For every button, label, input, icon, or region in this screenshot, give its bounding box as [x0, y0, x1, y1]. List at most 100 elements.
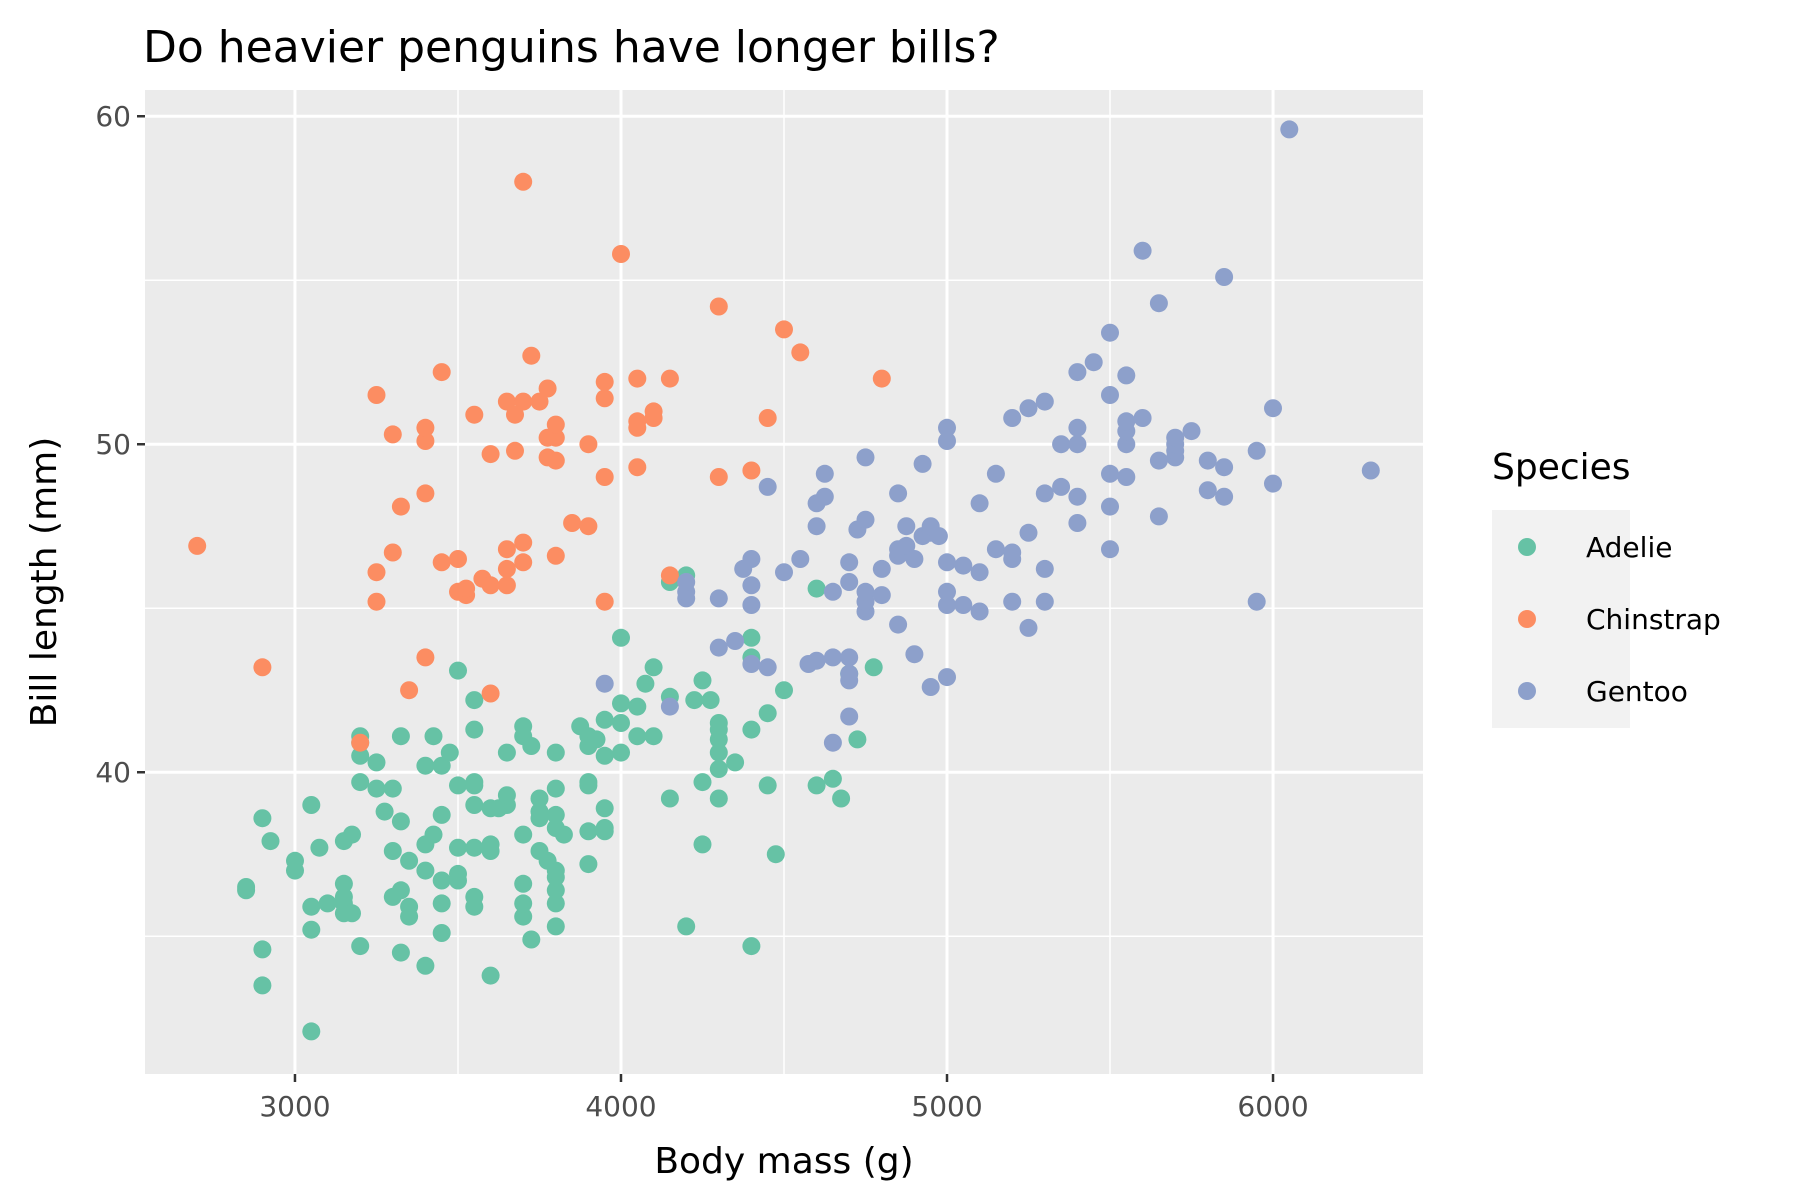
- point-chinstrap: [351, 733, 370, 752]
- point-gentoo: [970, 494, 989, 513]
- point-chinstrap: [497, 392, 516, 411]
- point-chinstrap: [514, 533, 533, 552]
- point-gentoo: [1215, 268, 1234, 286]
- point-adelie: [546, 861, 565, 880]
- point-gentoo: [677, 573, 696, 591]
- point-adelie: [709, 760, 728, 778]
- point-chinstrap: [367, 563, 386, 582]
- point-gentoo: [1101, 323, 1119, 342]
- point-adelie: [286, 851, 304, 870]
- point-chinstrap: [563, 514, 582, 532]
- point-adelie: [383, 842, 402, 860]
- point-gentoo: [1247, 441, 1266, 460]
- point-gentoo: [742, 655, 761, 673]
- point-adelie: [375, 802, 394, 821]
- point-chinstrap: [595, 468, 614, 486]
- point-gentoo: [1019, 399, 1038, 418]
- point-gentoo: [758, 477, 777, 496]
- point-gentoo: [1117, 468, 1136, 486]
- point-gentoo: [742, 596, 761, 614]
- point-adelie: [832, 789, 851, 808]
- point-chinstrap: [383, 543, 402, 562]
- point-adelie: [595, 819, 614, 837]
- point-gentoo: [1182, 422, 1201, 441]
- point-gentoo: [791, 550, 810, 568]
- point-adelie: [391, 881, 410, 900]
- point-adelie: [587, 730, 606, 749]
- data-points: [188, 120, 1380, 1041]
- point-adelie: [693, 773, 712, 792]
- point-adelie: [449, 838, 467, 857]
- point-gentoo: [872, 559, 891, 578]
- point-gentoo: [1361, 461, 1380, 480]
- point-adelie: [449, 661, 467, 680]
- point-gentoo: [1068, 514, 1087, 532]
- point-adelie: [351, 937, 370, 956]
- point-chinstrap: [367, 386, 386, 404]
- legend-label-gentoo: Gentoo: [1586, 675, 1688, 708]
- chart-title: Do heavier penguins have longer bills?: [143, 22, 1000, 73]
- point-adelie: [465, 773, 484, 792]
- point-gentoo: [742, 576, 761, 595]
- point-chinstrap: [514, 392, 533, 411]
- point-chinstrap: [546, 415, 565, 434]
- point-chinstrap: [709, 468, 728, 486]
- point-gentoo: [1035, 592, 1054, 611]
- point-chinstrap: [628, 458, 647, 477]
- point-chinstrap: [742, 461, 761, 480]
- point-chinstrap: [481, 576, 500, 595]
- point-adelie: [766, 845, 785, 864]
- point-gentoo: [856, 510, 875, 529]
- point-gentoo: [929, 527, 948, 546]
- x-tick-label: 3000: [259, 1090, 330, 1123]
- point-adelie: [432, 805, 451, 824]
- point-adelie: [367, 753, 386, 772]
- point-adelie: [432, 756, 451, 775]
- point-adelie: [595, 710, 614, 729]
- point-gentoo: [913, 454, 932, 473]
- x-tick-label: 4000: [585, 1090, 656, 1123]
- point-gentoo: [1068, 435, 1087, 454]
- point-adelie: [465, 838, 484, 857]
- point-gentoo: [823, 648, 842, 667]
- point-adelie: [628, 697, 647, 716]
- point-gentoo: [1149, 294, 1168, 313]
- point-chinstrap: [775, 320, 793, 339]
- point-gentoo: [970, 602, 989, 621]
- point-adelie: [612, 628, 630, 647]
- point-gentoo: [1149, 451, 1168, 470]
- point-adelie: [400, 897, 419, 916]
- point-adelie: [775, 681, 793, 700]
- point-gentoo: [905, 645, 924, 664]
- point-adelie: [261, 832, 280, 851]
- point-adelie: [481, 966, 500, 985]
- point-chinstrap: [660, 566, 679, 585]
- point-adelie: [677, 917, 696, 936]
- point-chinstrap: [522, 346, 541, 365]
- point-gentoo: [758, 658, 777, 677]
- point-adelie: [530, 789, 549, 808]
- point-gentoo: [1198, 451, 1217, 470]
- point-adelie: [709, 714, 728, 732]
- point-gentoo: [1052, 435, 1071, 454]
- point-gentoo: [905, 550, 924, 568]
- point-gentoo: [595, 674, 614, 693]
- point-gentoo: [938, 582, 956, 601]
- point-gentoo: [1247, 592, 1266, 611]
- point-gentoo: [1101, 464, 1119, 483]
- point-gentoo: [823, 582, 842, 601]
- point-chinstrap: [514, 553, 533, 572]
- point-gentoo: [1003, 409, 1022, 427]
- point-gentoo: [1019, 618, 1038, 637]
- point-adelie: [391, 727, 410, 746]
- legend-key-gentoo: [1518, 682, 1536, 700]
- point-chinstrap: [432, 363, 451, 382]
- point-gentoo: [1133, 241, 1152, 260]
- point-adelie: [465, 796, 484, 814]
- point-gentoo: [840, 648, 859, 667]
- point-gentoo: [823, 733, 842, 752]
- point-adelie: [823, 769, 842, 788]
- point-adelie: [416, 861, 435, 880]
- point-adelie: [302, 1022, 321, 1041]
- point-gentoo: [889, 484, 908, 503]
